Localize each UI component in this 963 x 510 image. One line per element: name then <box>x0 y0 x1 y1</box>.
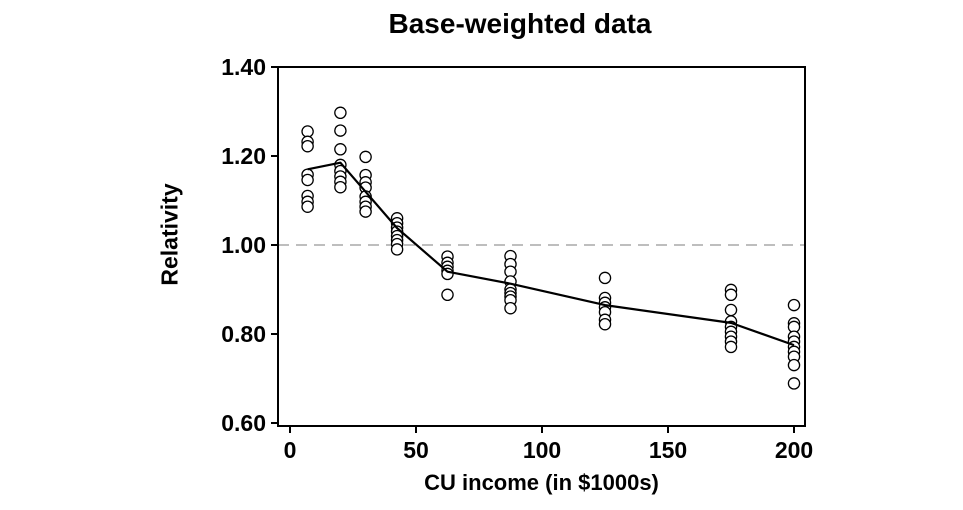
data-point <box>334 180 347 194</box>
data-point <box>301 173 314 187</box>
data-point <box>787 358 801 372</box>
data-point <box>359 205 372 218</box>
y-tick-label: 0.80 <box>221 321 266 347</box>
plot-frame <box>277 66 806 427</box>
x-tick-label: 200 <box>775 437 813 463</box>
x-tick-label: 150 <box>649 437 687 463</box>
data-point <box>724 340 738 354</box>
x-tick-label: 50 <box>403 437 429 463</box>
data-point <box>504 301 517 315</box>
x-tick-label: 0 <box>284 437 297 463</box>
y-tick-label: 0.60 <box>221 410 266 436</box>
data-point <box>441 267 454 281</box>
data-point <box>598 317 612 331</box>
data-point <box>724 288 738 302</box>
data-point <box>301 139 314 153</box>
data-point <box>334 106 347 120</box>
x-axis-title: CU income (in $1000s) <box>424 470 659 495</box>
data-point <box>724 303 738 317</box>
data-point <box>598 271 612 285</box>
y-tick-label: 1.00 <box>221 232 266 258</box>
data-point <box>787 377 801 390</box>
data-point <box>334 124 347 137</box>
data-point <box>441 288 454 302</box>
chart-title: Base-weighted data <box>388 8 652 39</box>
data-point <box>334 143 347 156</box>
x-tick-label: 100 <box>523 437 561 463</box>
y-tick-label: 1.20 <box>221 143 266 169</box>
data-point <box>390 243 404 256</box>
data-point <box>301 125 314 138</box>
y-tick-label: 1.40 <box>221 54 266 80</box>
trend-line <box>307 161 795 347</box>
data-point <box>787 298 801 312</box>
data-point <box>301 200 314 213</box>
data-point <box>359 150 372 164</box>
